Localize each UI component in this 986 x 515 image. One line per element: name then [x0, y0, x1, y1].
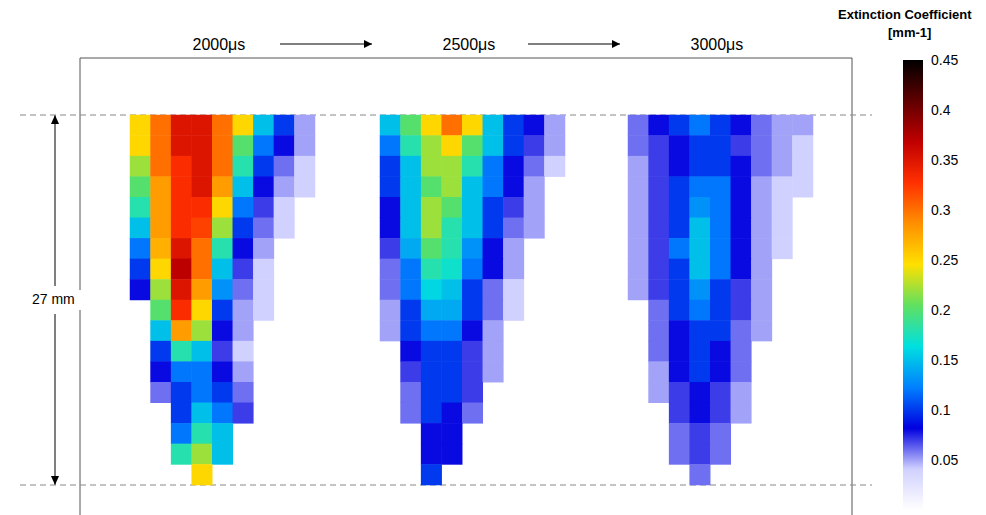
svg-text:0.35: 0.35 — [931, 152, 958, 168]
svg-text:[mm-1]: [mm-1] — [888, 25, 931, 40]
svg-text:0.25: 0.25 — [931, 252, 958, 268]
svg-text:0.45: 0.45 — [931, 52, 958, 68]
svg-text:2000μs: 2000μs — [193, 36, 246, 53]
svg-text:0.15: 0.15 — [931, 352, 958, 368]
svg-text:0.1: 0.1 — [931, 402, 951, 418]
svg-text:Extinction Coefficient: Extinction Coefficient — [838, 7, 972, 22]
svg-text:0.2: 0.2 — [931, 302, 951, 318]
svg-text:0.05: 0.05 — [931, 452, 958, 468]
svg-text:27 mm: 27 mm — [32, 291, 75, 307]
svg-text:0.3: 0.3 — [931, 202, 951, 218]
svg-text:2500μs: 2500μs — [443, 36, 496, 53]
svg-text:3000μs: 3000μs — [691, 36, 744, 53]
svg-text:0.4: 0.4 — [931, 102, 951, 118]
